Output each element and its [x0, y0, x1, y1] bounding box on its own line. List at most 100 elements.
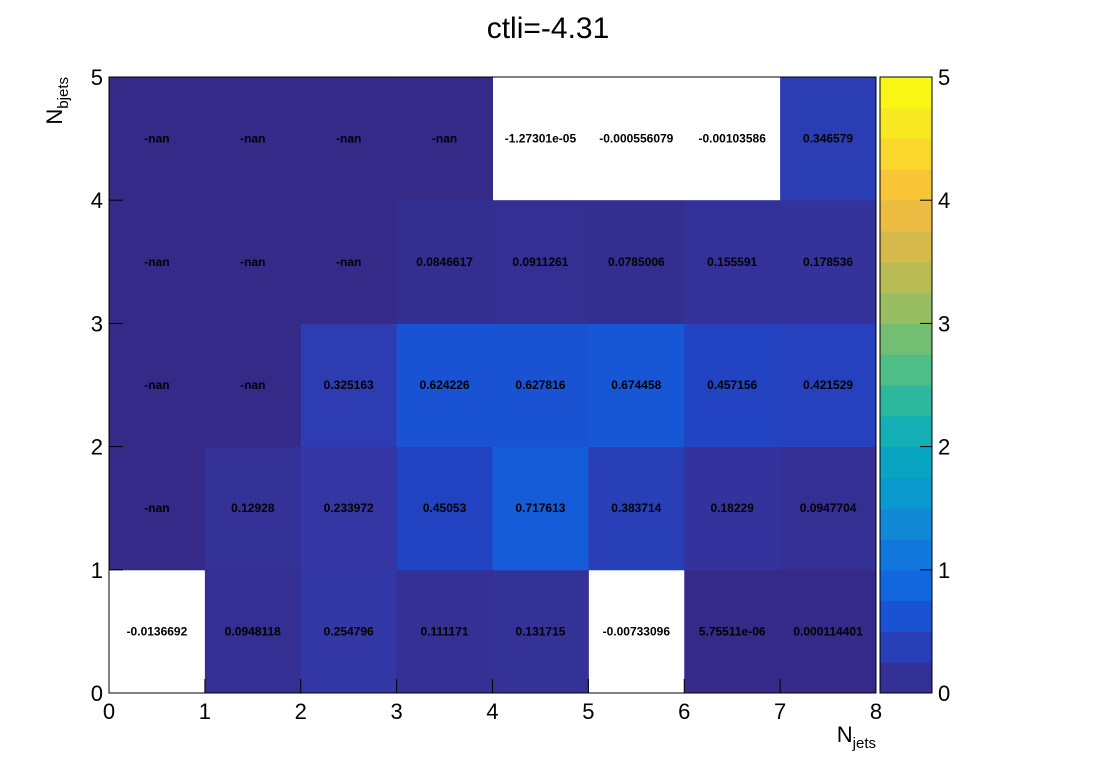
x-tick-label: 5: [582, 699, 594, 724]
x-tick-label: 3: [391, 699, 403, 724]
colorbar: 0 1 2 3 4 5: [879, 65, 950, 706]
cell-value-label: 0.45053: [423, 501, 467, 515]
heatmap-cell: [300, 77, 398, 201]
y-axis-title: Nbjets: [42, 77, 72, 125]
cell-value-label: 0.131715: [515, 624, 565, 638]
x-tick-label: 6: [678, 699, 690, 724]
heatmap-cell: [204, 77, 302, 201]
cell-value-label: 0.421529: [803, 378, 853, 392]
heatmap-cell: [396, 446, 493, 571]
x-axis-ticks: 0 1 2 3 4 5 6 7 8: [103, 679, 882, 724]
colorbar-band: [880, 415, 932, 448]
x-tick-label: 7: [774, 699, 786, 724]
heatmap-cell: [780, 200, 877, 324]
cell-value-label: -nan: [240, 378, 265, 392]
cell-value-label: 0.12928: [231, 501, 275, 515]
heatmap-cell: [204, 200, 302, 324]
colorbar-band: [880, 107, 932, 140]
colorbar-tick-label: 3: [938, 311, 950, 336]
y-tick-label: 0: [91, 681, 103, 706]
cell-value-label: 0.254796: [324, 624, 374, 638]
heatmap-cell: [396, 569, 493, 694]
heatmap-cell: [204, 323, 302, 448]
cell-value-label: -nan: [432, 132, 457, 146]
y-tick-label: 2: [91, 435, 103, 460]
heatmap-cell: [300, 200, 398, 324]
cell-value-label: 0.000114401: [793, 624, 863, 638]
heatmap-cell: [109, 323, 206, 448]
cell-value-label: -nan: [240, 132, 265, 146]
colorbar-frame: [879, 76, 933, 694]
cell-value-label: 0.346579: [803, 132, 853, 146]
colorbar-band: [880, 631, 932, 663]
colorbar-band: [880, 292, 932, 324]
cell-value-label: 0.0947704: [800, 501, 857, 515]
cell-value-label: -0.00103586: [698, 132, 766, 146]
y-tick-label: 4: [91, 188, 103, 213]
colorbar-band: [880, 569, 932, 602]
colorbar-band: [880, 200, 932, 232]
heatmap-cell: [780, 323, 877, 448]
colorbar-band: [880, 261, 932, 294]
heatmap-cell: [588, 446, 685, 571]
cell-value-label: 0.0785006: [608, 255, 665, 269]
y-axis-title-sub: bjets: [55, 77, 72, 109]
cell-value-label: 0.155591: [707, 255, 757, 269]
heatmap-cell: [109, 200, 206, 324]
x-tick-label: 1: [199, 699, 211, 724]
heatmap-cell: [588, 323, 685, 448]
cell-value-label: 0.0846617: [416, 255, 473, 269]
heatmap-cell: [684, 200, 781, 324]
colorbar-tick-label: 2: [938, 435, 950, 460]
cell-value-label: 0.233972: [324, 501, 374, 515]
cell-value-label: -nan: [144, 255, 169, 269]
cell-value-label: 0.383714: [611, 501, 661, 515]
heatmap-cells: [109, 77, 877, 694]
x-tick-label: 8: [870, 699, 882, 724]
x-axis-title: Njets: [837, 722, 876, 752]
x-tick-label: 0: [103, 699, 115, 724]
heatmap-cell: [492, 446, 589, 571]
heatmap-cell: [588, 200, 685, 324]
cell-value-label: 0.0911261: [512, 255, 568, 269]
colorbar-band: [880, 354, 932, 386]
cell-value-label: -nan: [336, 255, 361, 269]
cell-value-label: 0.457156: [707, 378, 757, 392]
heatmap-cell: [780, 77, 877, 201]
heatmap-cell: [300, 323, 398, 448]
cell-value-label: -0.0136692: [127, 624, 188, 638]
cell-value-label: -nan: [144, 501, 169, 515]
heatmap-cell: [109, 77, 206, 201]
colorbar-band: [880, 138, 932, 170]
colorbar-band: [880, 477, 932, 509]
x-tick-label: 2: [295, 699, 307, 724]
heatmap-cell: [300, 446, 398, 571]
heatmap-cell: [396, 77, 493, 201]
colorbar-tick-label: 1: [938, 558, 950, 583]
x-axis-title-sub: jets: [852, 735, 876, 752]
cell-value-label: -0.000556079: [599, 132, 673, 146]
cell-value-label: 0.111171: [421, 624, 469, 638]
y-tick-label: 3: [91, 311, 103, 336]
x-tick-label: 4: [486, 699, 498, 724]
colorbar-band: [880, 385, 932, 417]
chart-title: ctli=-4.31: [487, 12, 610, 45]
cell-value-label: 0.674458: [611, 378, 661, 392]
colorbar-band: [880, 539, 932, 571]
heatmap-cell: [492, 200, 589, 324]
heatmap-cell: [109, 446, 206, 571]
heatmap-cell: [780, 569, 877, 694]
heatmap-cell: [396, 323, 493, 448]
cell-value-label: 0.18229: [710, 501, 754, 515]
colorbar-band: [880, 600, 932, 632]
colorbar-tick-label: 5: [938, 65, 950, 90]
cell-value-label: 0.624226: [420, 378, 470, 392]
colorbar-band: [880, 508, 932, 540]
cell-value-label: 5.75511e-06: [699, 624, 766, 638]
heatmap-cell: [780, 446, 877, 571]
heatmap-cell: [204, 446, 302, 571]
heatmap-cell: [684, 446, 781, 571]
cell-value-label: -nan: [240, 255, 265, 269]
heatmap-cell: [492, 569, 589, 694]
